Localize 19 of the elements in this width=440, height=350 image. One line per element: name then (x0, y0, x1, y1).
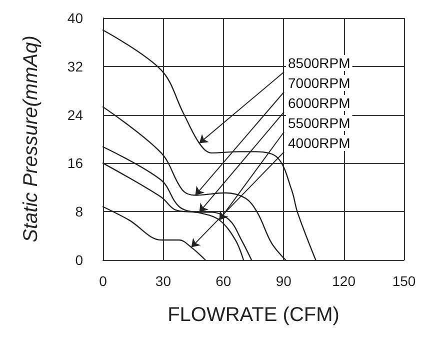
x-tick-label: 150 (392, 273, 416, 289)
annotation: 6000RPM (288, 95, 350, 111)
y-tick-label: 16 (67, 155, 84, 172)
x-axis-title: FLOWRATE (CFM) (168, 304, 340, 326)
annotation: 5500RPM (288, 115, 350, 131)
y-axis-title: Static Pressure(mmAq) (20, 36, 42, 242)
x-tick-label: 0 (99, 273, 108, 289)
x-tick-label: 60 (216, 273, 232, 289)
y-tick-label: 32 (67, 58, 84, 74)
x-tick-label: 90 (276, 273, 292, 289)
y-tick-label: 8 (75, 204, 84, 220)
y-tick-label: 0 (75, 252, 84, 268)
annotation: 4000RPM (288, 135, 350, 151)
x-tick-label: 120 (332, 273, 356, 289)
y-tick-label: 40 (67, 10, 84, 26)
annotation: 7000RPM (288, 75, 350, 91)
annotation: 8500RPM (288, 55, 350, 71)
x-tick-label: 30 (155, 273, 172, 289)
y-tick-label: 24 (67, 106, 84, 123)
